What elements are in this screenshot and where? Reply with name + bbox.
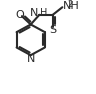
Text: NH: NH (63, 1, 80, 11)
Text: N: N (30, 8, 38, 17)
Text: 2: 2 (68, 0, 73, 9)
Text: N: N (26, 54, 35, 64)
Text: S: S (49, 25, 56, 35)
Text: H: H (40, 8, 47, 17)
Text: O: O (15, 10, 24, 20)
